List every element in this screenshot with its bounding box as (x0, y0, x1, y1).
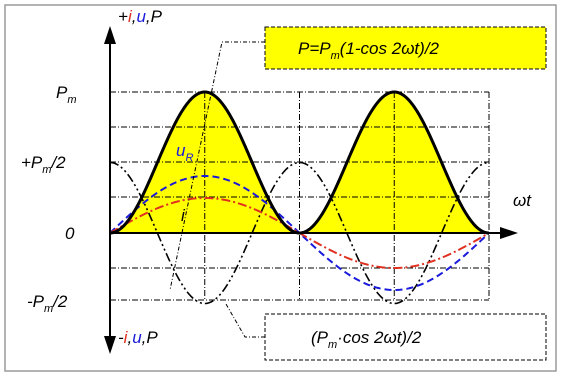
y-axis-down-arrow (104, 336, 116, 354)
y-axis-top-label: +i,u,P (118, 7, 163, 26)
axes (104, 26, 518, 354)
formula-top-text: P=Pm(1-cos 2ωt)/2 (298, 39, 440, 62)
y-axis-bottom-label: -i,u,P (118, 328, 158, 347)
tick-label-pm: Pm (56, 83, 77, 106)
oscillating-power-curve (109, 161, 490, 305)
formula-top-box (264, 26, 547, 70)
formula-bottom-text: (Pm·cos 2ωt)/2 (311, 328, 422, 351)
voltage-curve-label: uR (176, 141, 193, 164)
formula-bottom-leader (225, 303, 265, 338)
x-axis-label: ωt (513, 191, 532, 210)
x-axis-arrow (500, 227, 518, 239)
tick-label-zero: 0 (65, 224, 75, 243)
tick-label-neg-half-pm: -Pm/2 (27, 292, 68, 315)
current-curve-label: i (181, 206, 186, 225)
y-axis-up-arrow (104, 26, 116, 44)
formula-top-leader (169, 41, 265, 291)
formula-bottom-box (264, 313, 547, 361)
tick-label-half-pm: +Pm/2 (21, 153, 66, 176)
